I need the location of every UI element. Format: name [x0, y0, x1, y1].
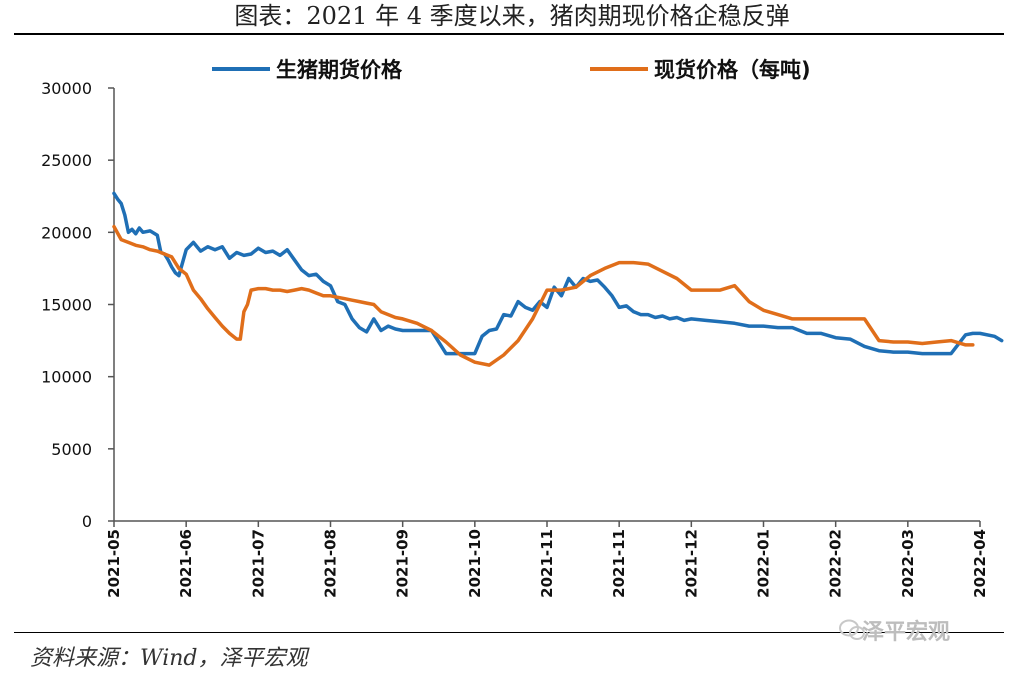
x-tick-labels: 2021-05 2021-06 2021-07 2021-08 2021-09 2021-… [105, 529, 989, 598]
x-tick-label: 2021-06 [177, 529, 195, 598]
legend-label-spot: 现货价格（每吨) [654, 58, 811, 82]
axes [108, 87, 981, 527]
line-chart: 生猪期货价格 现货价格（每吨) 0 5000 10000 15000 20000 2500… [41, 58, 1004, 598]
top-rule [14, 33, 1004, 35]
futures-price-line [112, 191, 1004, 356]
y-tick-label: 25000 [41, 151, 92, 170]
x-tick-label: 2021-11 [610, 529, 628, 598]
x-tick-label: 2021-12 [682, 529, 700, 598]
legend: 生猪期货价格 现货价格（每吨) [212, 58, 811, 82]
chart-title: 图表：2021 年 4 季度以来，猪肉期现价格企稳反弹 [234, 2, 790, 30]
x-tick-label: 2022-02 [827, 529, 845, 598]
watermark: 泽平宏观 [862, 620, 951, 645]
x-tick-label: 2021-08 [322, 529, 340, 598]
x-tick-label: 2021-05 [105, 529, 123, 598]
legend-label-futures: 生猪期货价格 [276, 58, 403, 82]
y-tick-label: 0 [82, 512, 92, 531]
x-tick-label: 2022-03 [899, 529, 917, 598]
y-tick-labels: 0 5000 10000 15000 20000 25000 30000 [41, 79, 92, 531]
series-lines [112, 191, 1004, 367]
spot-price-line [112, 224, 975, 367]
x-tick-label: 2022-01 [755, 529, 773, 598]
x-tick-label: 2022-04 [971, 529, 989, 598]
y-tick-label: 10000 [41, 368, 92, 387]
y-tick-label: 15000 [41, 296, 92, 315]
source-note: 资料来源：Wind，泽平宏观 [30, 646, 308, 671]
y-tick-label: 30000 [41, 79, 92, 98]
wechat-icon [839, 619, 865, 640]
x-tick-label: 2021-10 [466, 529, 484, 598]
x-tick-label: 2021-09 [394, 529, 412, 598]
x-tick-label: 2021-07 [249, 529, 267, 598]
y-tick-label: 5000 [51, 440, 92, 459]
bottom-rule [14, 632, 1004, 633]
y-tick-label: 20000 [41, 223, 92, 242]
x-tick-label: 2021-11 [538, 529, 556, 598]
